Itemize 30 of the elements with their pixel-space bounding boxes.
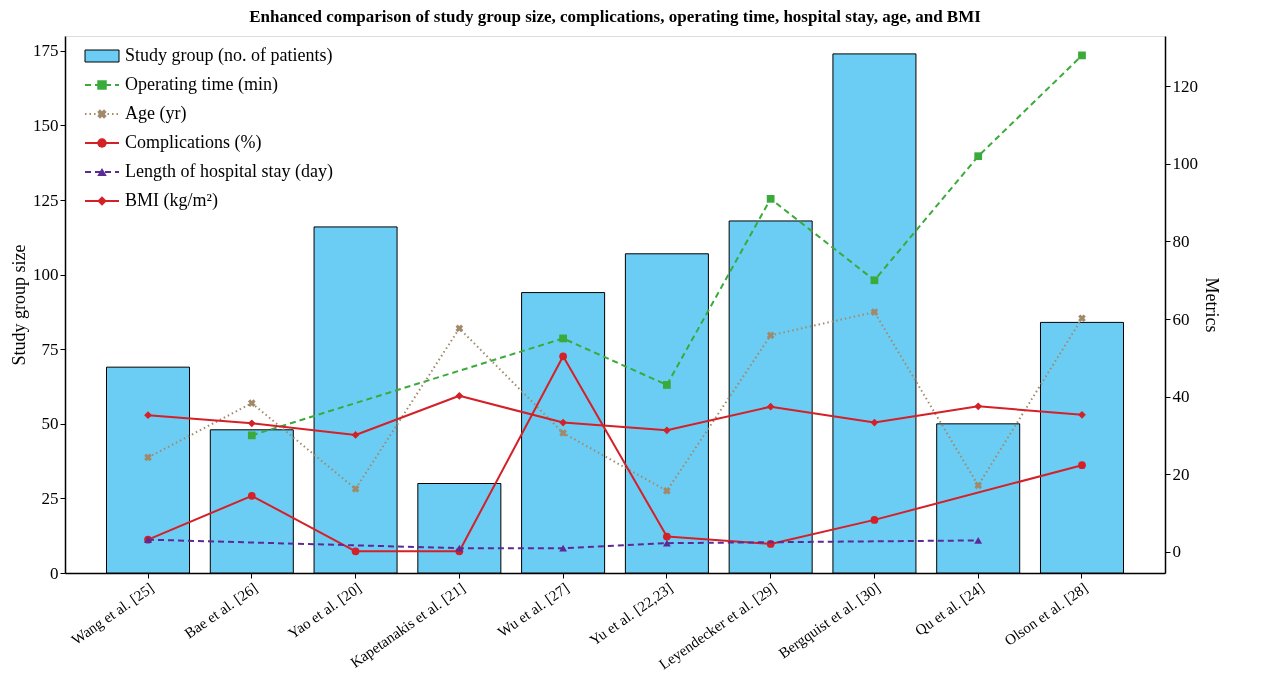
x-tick-label: Wu et al. [27] bbox=[494, 579, 572, 641]
x-tick-label: Wang et al. [25] bbox=[68, 579, 157, 648]
x-tick-label: Qu et al. [24] bbox=[912, 579, 987, 639]
y-tick-label: 175 bbox=[33, 41, 59, 61]
y2-tick-label: 120 bbox=[1172, 76, 1198, 96]
y2-tick-label: 40 bbox=[1172, 387, 1190, 407]
legend-label: Age (yr) bbox=[125, 103, 187, 124]
y-tick-label: 150 bbox=[33, 116, 59, 135]
y2-tick-label: 80 bbox=[1172, 231, 1190, 251]
legend-label: Complications (%) bbox=[125, 132, 262, 153]
y-tick-label: 125 bbox=[33, 190, 59, 210]
y2-tick-label: 20 bbox=[1172, 464, 1190, 484]
chart-title: Enhanced comparison of study group size, complications, operating time, hospital stay, age, and BMI bbox=[249, 7, 982, 26]
y-tick-label: 50 bbox=[41, 414, 59, 434]
legend-label: BMI (kg/m²) bbox=[125, 190, 218, 211]
y2-axis-title: Metrics bbox=[1202, 277, 1222, 333]
y2-tick-label: 60 bbox=[1172, 309, 1190, 329]
legend-label: Length of hospital stay (day) bbox=[125, 161, 333, 182]
legend-label: Study group (no. of patients) bbox=[125, 45, 333, 66]
x-tick-label: Yao et al. [20] bbox=[285, 579, 365, 642]
legend-label: Operating time (min) bbox=[125, 74, 278, 95]
y2-tick-label: 100 bbox=[1172, 154, 1198, 174]
y2-tick-label: 0 bbox=[1172, 542, 1181, 562]
y-tick-label: 0 bbox=[50, 563, 59, 583]
x-tick-label: Bae et al. [26] bbox=[181, 579, 261, 642]
y-tick-label: 25 bbox=[41, 488, 59, 508]
x-tick-label: Olson et al. [28] bbox=[1001, 579, 1091, 649]
y-axis-title: Study group size bbox=[9, 244, 29, 366]
y-tick-label: 75 bbox=[41, 339, 59, 359]
y-tick-label: 100 bbox=[33, 265, 59, 285]
